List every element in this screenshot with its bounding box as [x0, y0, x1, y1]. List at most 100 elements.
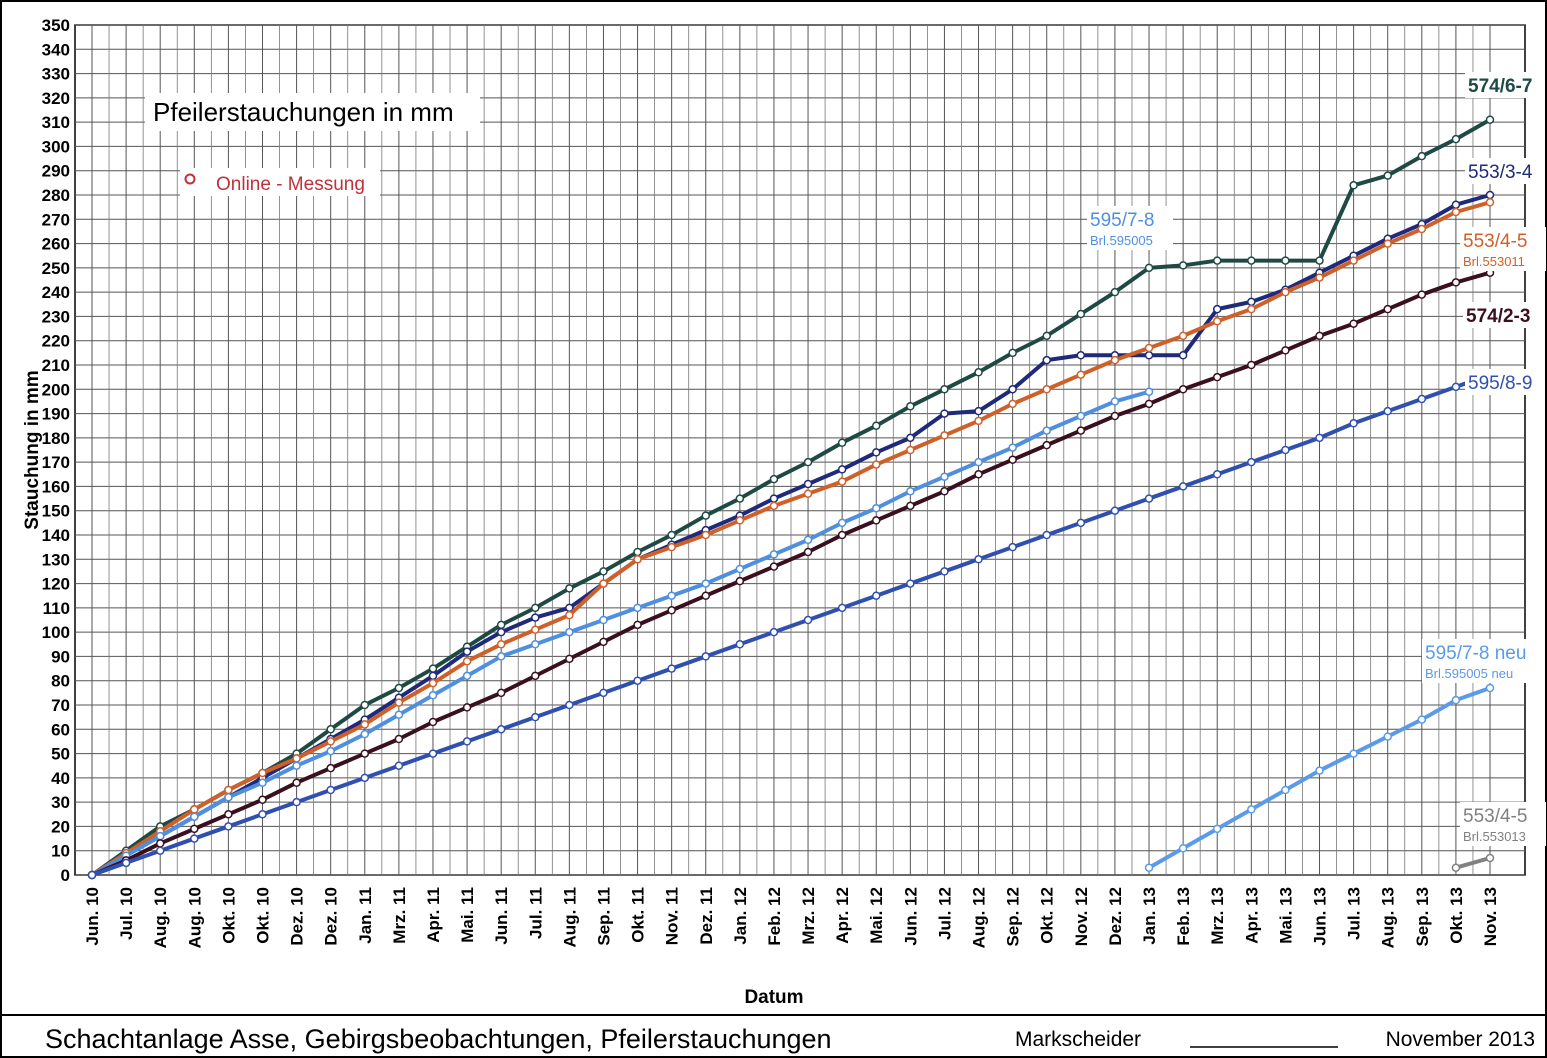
data-point — [803, 489, 813, 498]
series-label: 553/4-5 — [1463, 806, 1527, 827]
data-point — [599, 615, 608, 625]
data-point — [531, 640, 540, 649]
x-tick-label: Mai. 13 — [1276, 887, 1295, 944]
data-point — [599, 688, 608, 698]
data-point — [1417, 151, 1427, 161]
data-point — [224, 793, 233, 802]
data-point — [496, 640, 506, 649]
x-tick-label: Jan. 12 — [731, 887, 750, 945]
data-point — [1178, 844, 1188, 853]
data-point — [394, 710, 404, 719]
y-tick-label: 220 — [42, 332, 70, 351]
data-point — [1383, 171, 1392, 180]
data-point — [769, 627, 779, 637]
y-tick-label: 340 — [42, 40, 70, 59]
data-point — [735, 564, 745, 574]
data-point — [1144, 351, 1154, 360]
series-label-box — [1465, 158, 1545, 184]
x-tick-label: Jun. 13 — [1311, 887, 1330, 946]
data-point — [326, 737, 335, 746]
data-point — [633, 547, 642, 557]
data-point — [292, 754, 301, 763]
data-point — [1076, 426, 1086, 435]
series-label: 595/7-8 — [1090, 210, 1154, 231]
data-point — [224, 810, 233, 819]
x-tick-label: Feb. 13 — [1174, 887, 1193, 946]
y-tick-label: 260 — [42, 235, 70, 254]
y-tick-label: 30 — [51, 793, 70, 812]
data-point — [974, 416, 983, 426]
x-tick-label: Dez. 12 — [1106, 887, 1125, 946]
data-point — [462, 703, 472, 712]
data-point — [599, 567, 608, 576]
x-tick-label: Nov. 13 — [1481, 887, 1500, 946]
data-point — [1451, 200, 1461, 209]
title-box — [145, 93, 480, 131]
legend-label: Online - Messung — [216, 174, 365, 195]
x-tick-label: Aug. 10 — [185, 887, 204, 948]
data-point — [837, 603, 847, 613]
data-point — [803, 615, 813, 625]
data-point — [667, 530, 676, 540]
series-label: 574/2-3 — [1466, 306, 1530, 327]
data-point — [974, 457, 983, 467]
data-point — [1383, 406, 1392, 416]
data-point — [1281, 256, 1290, 265]
data-point — [633, 603, 642, 613]
y-tick-label: 290 — [42, 162, 70, 181]
data-point — [258, 768, 267, 778]
data-point — [1110, 287, 1120, 297]
data-point — [1008, 348, 1017, 358]
data-point — [394, 683, 404, 693]
data-point — [1315, 273, 1324, 282]
series-label: 595/8-9 — [1468, 373, 1532, 394]
data-point — [1417, 715, 1427, 724]
footer-left: Schachtanlage Asse, Gebirgsbeobachtungen… — [45, 1024, 832, 1054]
data-point — [1485, 115, 1495, 124]
data-point — [1042, 440, 1051, 450]
data-point — [871, 460, 881, 469]
y-axis-label: Stauchung in mm — [22, 370, 43, 529]
y-tick-label: 160 — [42, 477, 70, 496]
data-point — [1349, 419, 1358, 428]
data-point — [565, 700, 574, 710]
data-point — [906, 579, 915, 588]
data-point — [667, 542, 676, 552]
x-tick-label: Jun. 12 — [901, 887, 920, 946]
data-point — [837, 477, 847, 486]
data-point — [1383, 732, 1392, 741]
data-point — [1281, 785, 1290, 795]
data-point — [1281, 287, 1290, 297]
data-point — [1451, 134, 1461, 144]
data-point — [1144, 494, 1154, 503]
data-point — [1144, 343, 1154, 353]
data-point — [1349, 749, 1358, 758]
data-point — [1178, 331, 1188, 341]
data-point — [428, 749, 438, 758]
data-point — [565, 627, 574, 637]
data-point — [258, 795, 267, 804]
x-tick-label: Nov. 12 — [1072, 887, 1091, 946]
data-point — [1008, 385, 1017, 394]
x-tick-label: Jan. 13 — [1140, 887, 1159, 945]
y-tick-label: 120 — [42, 575, 70, 594]
data-point — [1349, 319, 1358, 328]
data-point — [871, 421, 881, 430]
data-point — [360, 749, 370, 758]
y-tick-label: 40 — [51, 769, 70, 788]
data-point — [462, 657, 472, 666]
series-line — [91, 270, 1491, 877]
x-tick-label: Dez. 10 — [322, 887, 341, 946]
data-point — [1451, 207, 1461, 217]
data-point — [1485, 853, 1495, 863]
data-point — [701, 579, 711, 588]
data-point — [190, 805, 199, 814]
data-point — [1110, 506, 1120, 515]
data-point — [360, 773, 370, 783]
x-tick-label: Apr. 13 — [1242, 887, 1261, 944]
data-point — [531, 671, 540, 681]
data-point — [496, 627, 506, 637]
x-tick-label: Dez. 10 — [288, 887, 307, 946]
data-point — [769, 550, 779, 559]
data-point — [1008, 542, 1017, 552]
